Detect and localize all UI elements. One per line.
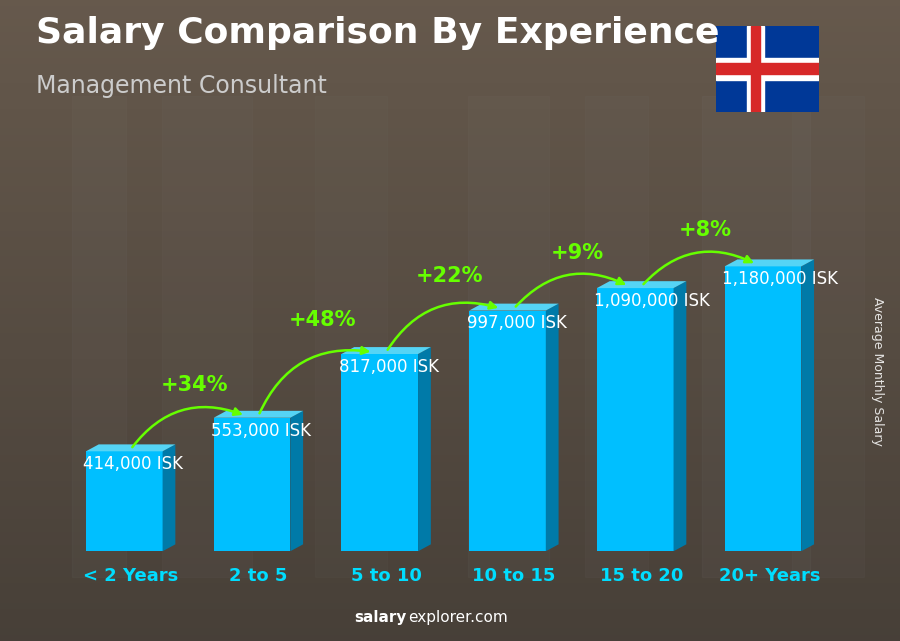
Polygon shape bbox=[673, 281, 687, 551]
Bar bbox=[716, 63, 819, 74]
Bar bbox=[702, 96, 810, 577]
Polygon shape bbox=[545, 304, 559, 551]
Text: +9%: +9% bbox=[551, 243, 604, 263]
Bar bbox=[597, 288, 673, 551]
Bar bbox=[747, 26, 764, 112]
Bar bbox=[162, 96, 252, 577]
Polygon shape bbox=[341, 347, 431, 354]
Text: explorer.com: explorer.com bbox=[408, 610, 508, 625]
Text: 553,000 ISK: 553,000 ISK bbox=[212, 422, 311, 440]
Polygon shape bbox=[597, 281, 687, 288]
Text: Salary Comparison By Experience: Salary Comparison By Experience bbox=[36, 16, 719, 50]
Bar bbox=[792, 96, 864, 577]
Polygon shape bbox=[469, 304, 559, 310]
Polygon shape bbox=[213, 411, 303, 418]
Bar bbox=[86, 451, 163, 551]
Polygon shape bbox=[86, 444, 176, 451]
Text: < 2 Years: < 2 Years bbox=[83, 567, 178, 585]
Text: 817,000 ISK: 817,000 ISK bbox=[339, 358, 439, 376]
Text: 414,000 ISK: 414,000 ISK bbox=[84, 455, 184, 473]
Text: 1,090,000 ISK: 1,090,000 ISK bbox=[594, 292, 710, 310]
Text: 2 to 5: 2 to 5 bbox=[230, 567, 288, 585]
Text: Average Monthly Salary: Average Monthly Salary bbox=[871, 297, 884, 446]
Text: 15 to 20: 15 to 20 bbox=[600, 567, 683, 585]
Text: +48%: +48% bbox=[289, 310, 356, 330]
Bar bbox=[585, 96, 648, 577]
Bar bbox=[724, 267, 801, 551]
Text: 5 to 10: 5 to 10 bbox=[351, 567, 421, 585]
Polygon shape bbox=[418, 347, 431, 551]
Polygon shape bbox=[163, 444, 176, 551]
Text: +34%: +34% bbox=[161, 375, 229, 395]
Bar bbox=[72, 96, 126, 577]
Bar bbox=[341, 354, 419, 551]
Text: 10 to 15: 10 to 15 bbox=[472, 567, 555, 585]
Text: +22%: +22% bbox=[416, 266, 484, 286]
Bar bbox=[469, 310, 545, 551]
Polygon shape bbox=[801, 260, 814, 551]
Bar bbox=[315, 96, 387, 577]
Bar bbox=[213, 418, 291, 551]
Text: 20+ Years: 20+ Years bbox=[718, 567, 820, 585]
Bar bbox=[716, 58, 819, 79]
Text: +8%: +8% bbox=[679, 221, 732, 240]
Bar bbox=[752, 26, 760, 112]
Text: 1,180,000 ISK: 1,180,000 ISK bbox=[722, 271, 838, 288]
Polygon shape bbox=[724, 260, 814, 267]
Text: Management Consultant: Management Consultant bbox=[36, 74, 327, 97]
Text: 997,000 ISK: 997,000 ISK bbox=[466, 314, 566, 333]
Text: salary: salary bbox=[355, 610, 407, 625]
Bar bbox=[468, 96, 549, 577]
Polygon shape bbox=[291, 411, 303, 551]
